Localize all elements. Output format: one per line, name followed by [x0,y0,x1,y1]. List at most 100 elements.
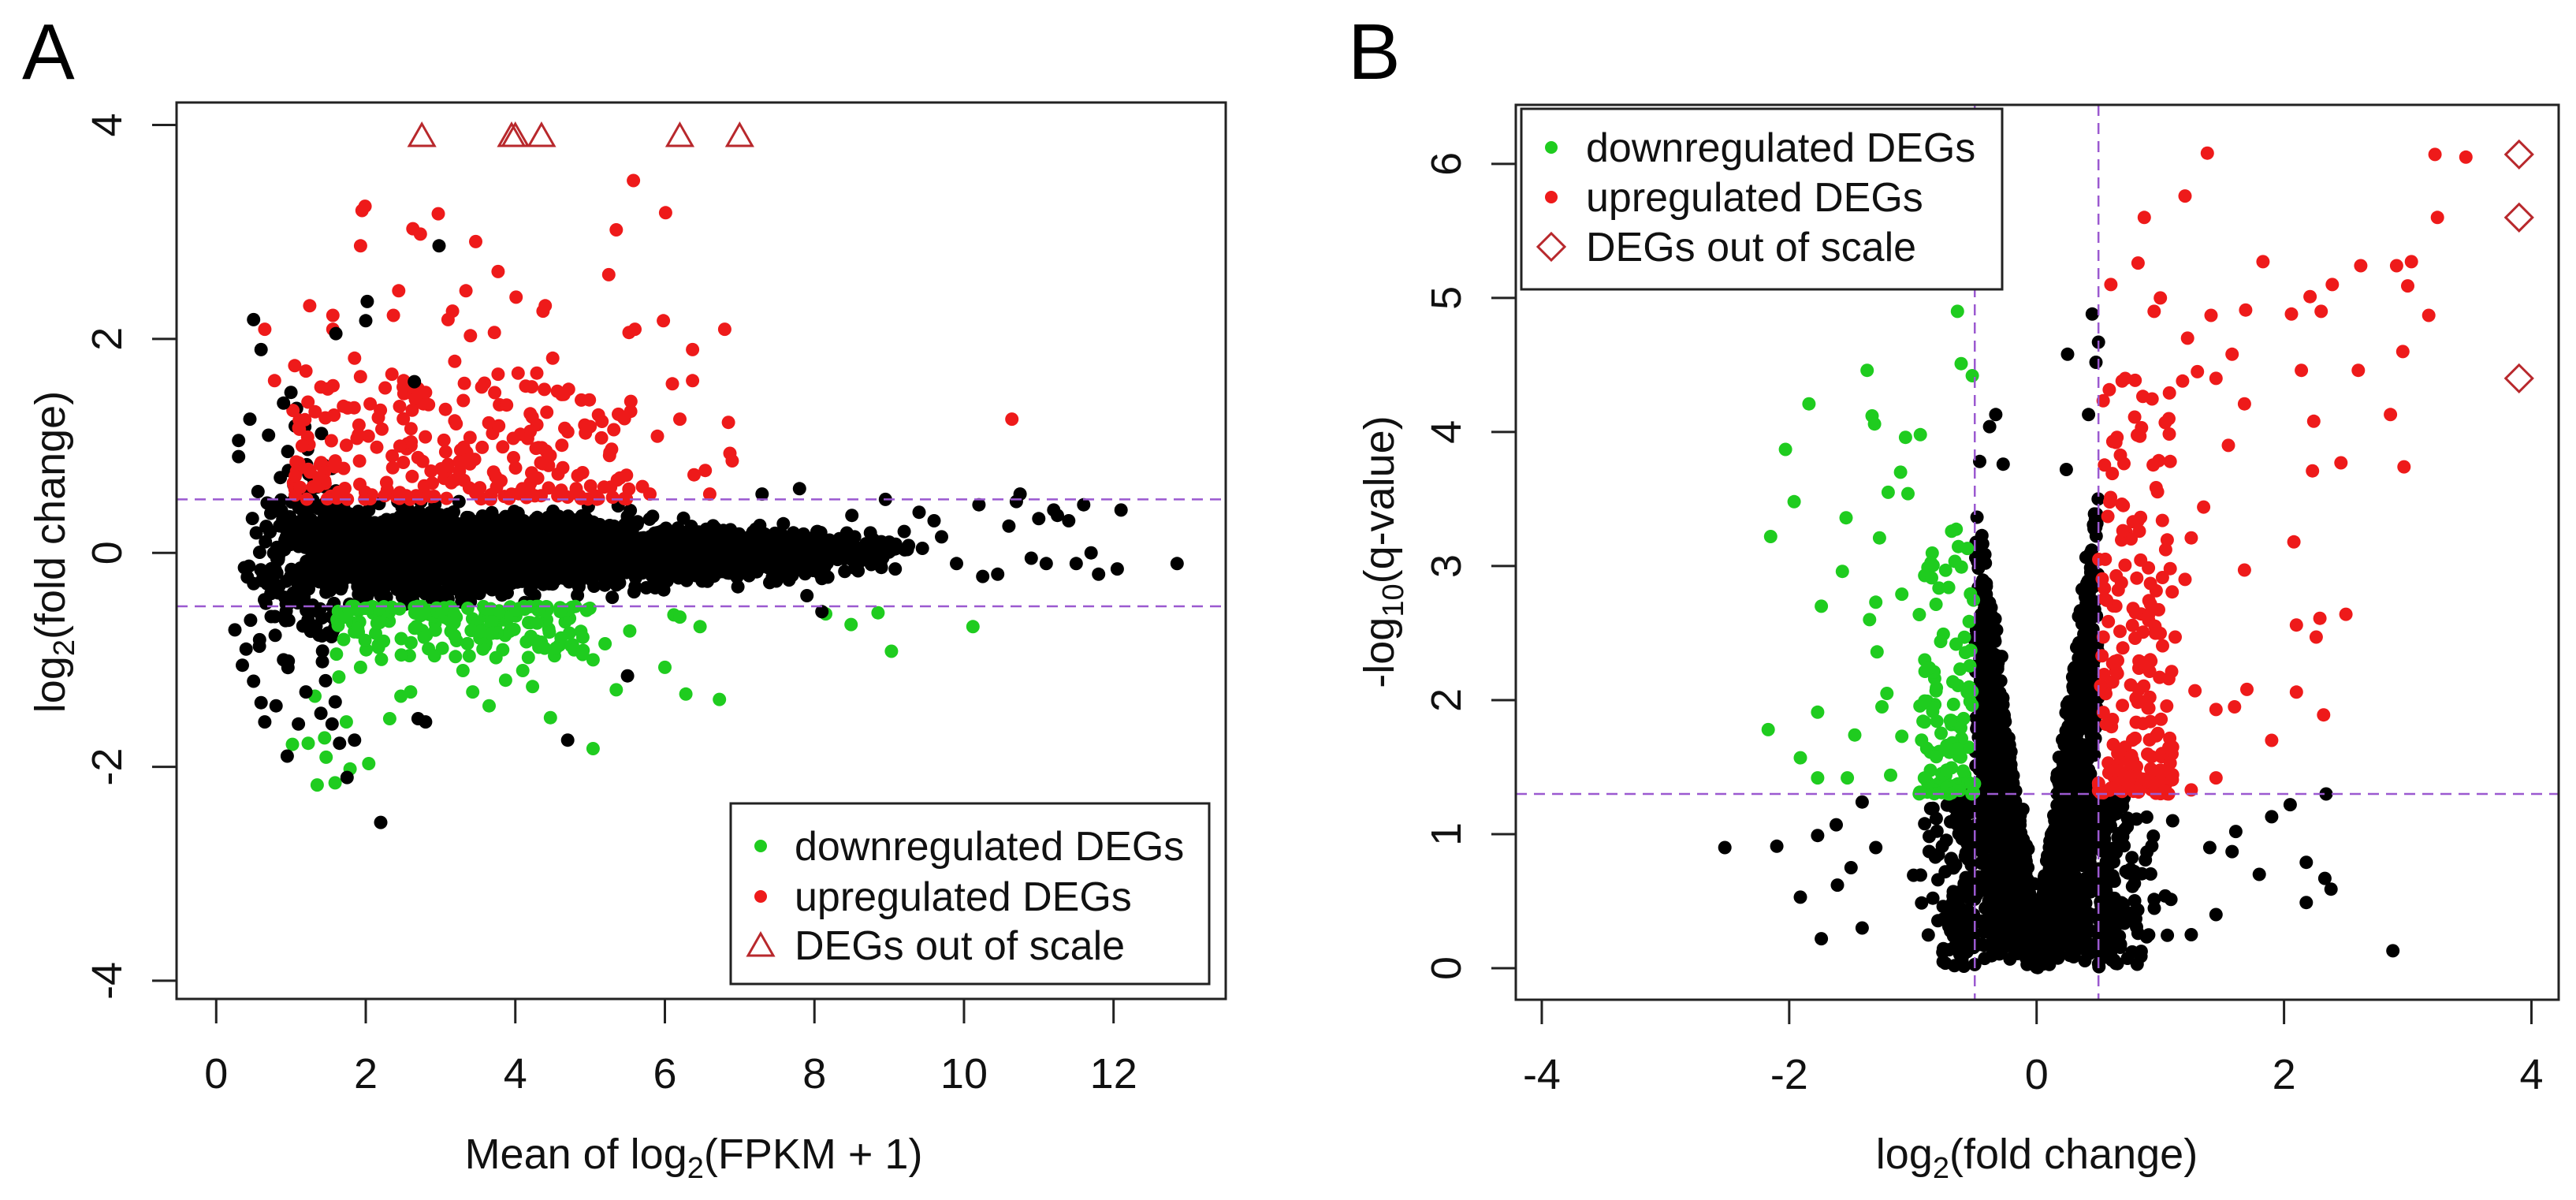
point-downregulated [404,685,418,699]
out-of-scale-triangle [527,121,557,147]
point-not-significant [1114,503,1128,517]
point-not-significant [570,518,584,532]
point-upregulated [437,433,451,447]
point-downregulated [598,637,612,650]
point-not-significant [378,580,392,594]
point-upregulated [489,469,503,483]
point-upregulated [475,440,490,454]
point-downregulated [485,626,499,640]
point-not-significant [717,546,731,561]
point-downregulated [466,685,480,699]
point-upregulated [658,206,672,220]
point-not-significant [991,567,1005,581]
point-not-significant [269,578,283,592]
y-tick-label: 2 [84,327,131,351]
point-not-significant [236,658,249,673]
point-not-significant [824,546,837,560]
point-upregulated [469,234,482,248]
point-upregulated [536,304,550,319]
point-not-significant [950,557,963,571]
point-upregulated [452,455,467,468]
point-not-significant [315,654,329,669]
point-not-significant [1110,562,1124,576]
point-not-significant [315,525,329,539]
point-not-significant [530,513,544,527]
point-not-significant [837,552,851,566]
point-not-significant [374,815,388,829]
point-not-significant [1970,510,1984,524]
point-downregulated [521,650,535,665]
point-downregulated [529,634,543,648]
point-upregulated [687,468,701,482]
point-downregulated [713,692,727,706]
x-label-text: (FPKM + 1) [704,1131,923,1178]
point-not-significant [286,586,300,600]
y-label-subscript: 2 [48,639,81,656]
point-not-significant [333,736,347,751]
point-upregulated [353,370,367,384]
point-upregulated [449,417,463,430]
point-upregulated [530,366,544,380]
point-downregulated [507,622,521,636]
point-not-significant [330,569,344,583]
point-not-significant [328,516,342,530]
point-not-significant [359,549,374,563]
point-upregulated [500,398,514,412]
point-upregulated [609,223,624,237]
point-upregulated [509,290,523,304]
point-upregulated [467,453,482,467]
point-upregulated [456,440,471,454]
point-not-significant [847,530,862,544]
point-downregulated [462,649,476,663]
point-upregulated [583,419,597,434]
point-downregulated [844,617,858,632]
point-downregulated [498,673,512,688]
point-not-significant [419,527,434,542]
point-not-significant [311,602,325,617]
point-not-significant [927,514,941,527]
point-not-significant [232,434,246,448]
point-upregulated [556,460,570,475]
point-upregulated [463,329,478,343]
point-not-significant [813,526,828,539]
point-downregulated [285,737,300,751]
point-not-significant [659,521,673,535]
point-downregulated [412,607,426,621]
point-downregulated [328,776,342,790]
point-not-significant [273,519,287,533]
point-not-significant [360,294,374,308]
point-downregulated [329,647,344,661]
point-upregulated [448,473,462,487]
point-not-significant [325,717,339,731]
point-not-significant [576,541,590,555]
point-not-significant [362,503,376,517]
point-upregulated [379,475,393,490]
point-downregulated [679,687,693,701]
point-upregulated [324,434,338,448]
point-not-significant [432,239,446,253]
point-not-significant [848,561,862,576]
point-not-significant [792,482,806,496]
point-upregulated [686,374,700,388]
point-upregulated [440,491,453,505]
point-not-significant [551,527,565,540]
point-not-significant [620,509,635,524]
point-not-significant [262,428,276,442]
point-not-significant [804,559,818,573]
point-upregulated [386,308,400,322]
point-upregulated [457,376,471,390]
point-downregulated [394,632,408,646]
point-not-significant [573,575,587,589]
y-tick-label: -2 [84,748,131,786]
point-not-significant [355,536,369,550]
point-not-significant [239,642,253,656]
point-upregulated [301,395,315,409]
point-upregulated [393,400,407,413]
point-downregulated [319,750,333,764]
point-not-significant [228,623,242,637]
point-not-significant [314,706,328,721]
point-not-significant [628,556,642,570]
point-upregulated [404,422,418,436]
point-not-significant [701,574,714,588]
x-tick-label: 0 [204,1050,228,1098]
